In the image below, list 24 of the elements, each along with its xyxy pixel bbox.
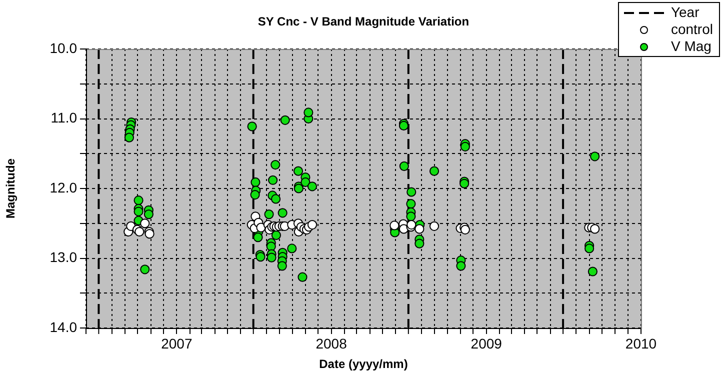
x-tick-label: 2008: [316, 335, 348, 352]
y-axis-title: Magnitude: [4, 158, 18, 218]
point: [144, 229, 154, 239]
point: [429, 221, 440, 231]
x-tick-label: 2010: [625, 335, 657, 352]
y-tick-label: 14.0: [50, 318, 78, 335]
y-tick-label: 11.0: [50, 110, 78, 126]
point: [406, 220, 416, 230]
y-tick-label: 12.0: [50, 179, 78, 196]
point: [414, 224, 424, 234]
x-axis-title: Date (yyyy/mm): [319, 357, 408, 372]
chart-title: SY Cnc - V Band Magnitude Variation: [258, 14, 470, 28]
legend-label: Year: [670, 4, 700, 20]
point: [390, 220, 400, 230]
point: [590, 224, 600, 234]
point: [140, 218, 150, 228]
x-tick-label: 2007: [161, 335, 192, 352]
y-tick-label: 10.0: [50, 40, 78, 56]
point: [134, 226, 144, 237]
y-tick-label: 13.0: [50, 249, 78, 266]
x-tick-label: 2009: [470, 335, 502, 352]
legend-label: control: [670, 21, 713, 37]
point: [307, 220, 318, 230]
legend-label: V Mag: [670, 38, 712, 54]
